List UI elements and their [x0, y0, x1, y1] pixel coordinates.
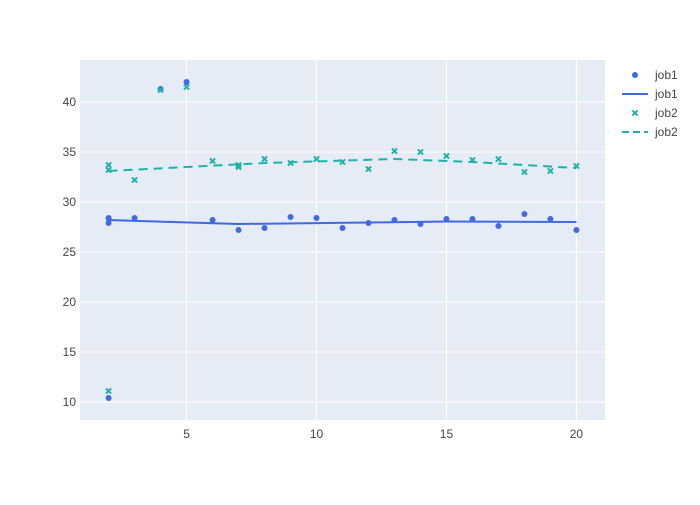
y-tick-label: 25 — [63, 245, 77, 259]
job2-line — [108, 157, 577, 172]
legend-label: job2 — [654, 125, 678, 139]
job1-point — [391, 217, 398, 223]
job1-point — [131, 215, 138, 221]
job2-point — [105, 166, 112, 174]
job1-point — [183, 79, 190, 85]
legend-item-job1[interactable]: job1 — [622, 87, 678, 101]
job1-point — [287, 214, 294, 220]
job2-point — [521, 168, 528, 176]
legend-label: job1 — [654, 87, 678, 101]
job1-point — [469, 216, 476, 222]
legend-label: job2 — [654, 106, 678, 120]
job2-point — [417, 148, 424, 156]
job2-point — [365, 165, 372, 173]
y-tick-label: 35 — [63, 145, 77, 159]
job1-point — [235, 227, 242, 233]
y-tick-label: 30 — [63, 195, 77, 209]
job1-point — [573, 227, 580, 233]
job1-point — [313, 215, 320, 221]
job1-point — [521, 211, 528, 217]
job2-point — [495, 155, 502, 163]
legend-item-job2[interactable]: job2 — [631, 106, 678, 120]
job2-point — [573, 162, 580, 170]
job2-point — [547, 167, 554, 175]
x-tick-label: 5 — [183, 427, 190, 441]
job1-point — [209, 217, 216, 223]
x-tick-label: 20 — [570, 427, 584, 441]
job2-point — [391, 147, 398, 155]
job1-point — [261, 225, 268, 231]
x-tick-label: 15 — [440, 427, 454, 441]
job2-point — [183, 83, 190, 91]
job2-point — [287, 159, 294, 167]
job2-point — [235, 163, 242, 171]
job2-point — [105, 387, 112, 395]
job2-point — [261, 155, 268, 163]
job1-point — [105, 395, 112, 401]
job1-point — [339, 225, 346, 231]
plot-background — [80, 60, 605, 420]
job2-point — [313, 155, 320, 163]
job1-point — [105, 215, 112, 221]
job1-point — [443, 216, 450, 222]
grid — [80, 60, 605, 420]
job1-point — [417, 221, 424, 227]
tick-labels: 5 10 15 20 10 15 20 25 30 35 40 — [63, 95, 584, 441]
job2-point — [209, 157, 216, 165]
x-tick-label: 10 — [310, 427, 324, 441]
job1-point — [105, 220, 112, 226]
job1-point — [547, 216, 554, 222]
legend-swatch — [632, 72, 638, 78]
job2-point — [339, 158, 346, 166]
legend-item-job2[interactable]: job2 — [622, 125, 678, 139]
legend-item-job1[interactable]: job1 — [632, 68, 678, 82]
legend-label: job1 — [654, 68, 678, 82]
job2-point — [235, 161, 242, 169]
job2-point — [443, 152, 450, 160]
job1-point — [365, 220, 372, 226]
job2-point — [469, 156, 476, 164]
job2-point — [131, 176, 138, 184]
job1-point — [495, 223, 502, 229]
job2-point — [157, 86, 164, 94]
y-tick-label: 10 — [63, 395, 77, 409]
legend[interactable]: job1 job1 job2 job2 — [622, 68, 678, 139]
legend-swatch — [631, 109, 639, 117]
series-markers — [105, 79, 580, 401]
job2-point — [105, 161, 112, 169]
y-tick-label: 15 — [63, 345, 77, 359]
y-tick-label: 40 — [63, 95, 77, 109]
y-tick-label: 20 — [63, 295, 77, 309]
